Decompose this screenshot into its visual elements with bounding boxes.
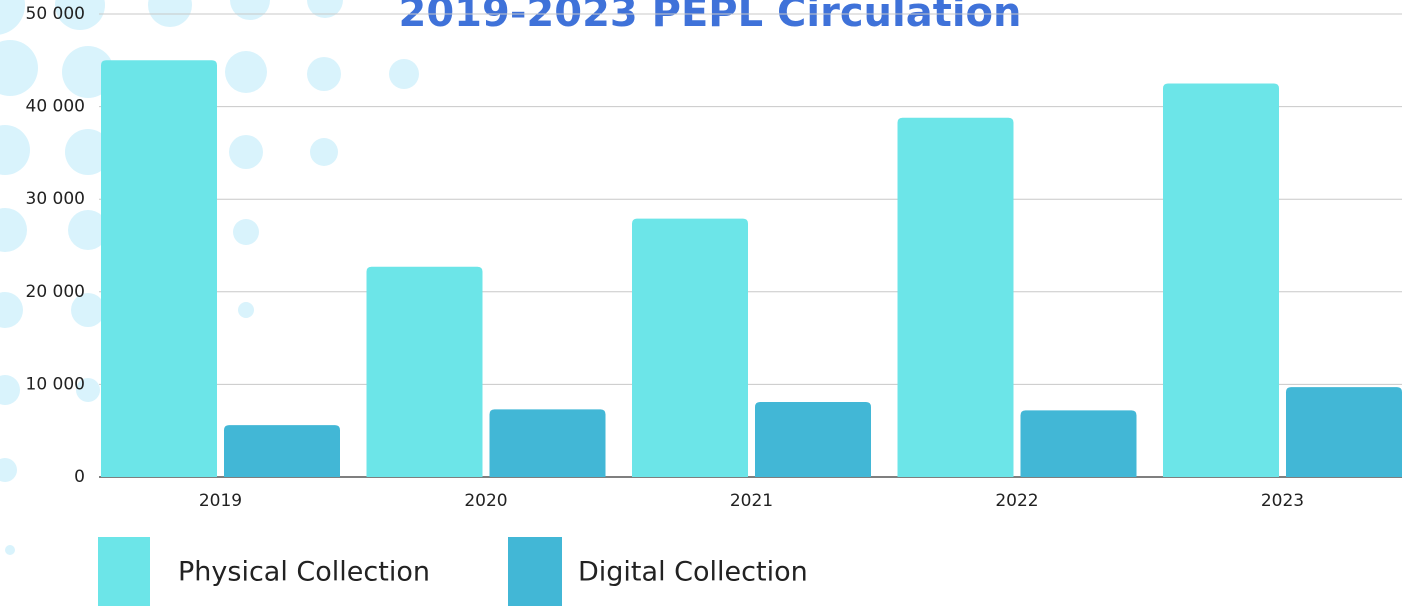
y-tick-label: 10 000 — [26, 374, 85, 394]
x-tick-label: 2021 — [730, 491, 773, 511]
y-tick-label: 0 — [74, 467, 85, 487]
bar — [755, 402, 871, 477]
bar — [1286, 387, 1402, 477]
y-tick-label: 40 000 — [26, 97, 85, 117]
bar — [101, 60, 217, 477]
y-tick-label: 50 000 — [26, 4, 85, 24]
x-tick-label: 2022 — [995, 491, 1038, 511]
bar — [1163, 83, 1279, 477]
legend-swatch — [98, 537, 150, 606]
x-tick-label: 2023 — [1261, 491, 1304, 511]
bar — [367, 267, 483, 477]
legend-label: Physical Collection — [178, 557, 430, 588]
chart-title: 2019-2023 PEPL Circulation — [398, 0, 1021, 36]
bar — [490, 409, 606, 477]
y-tick-label: 30 000 — [26, 189, 85, 209]
bar — [1021, 410, 1137, 477]
bar — [898, 118, 1014, 477]
legend-label: Digital Collection — [578, 557, 808, 588]
bar — [224, 425, 340, 477]
x-tick-label: 2019 — [199, 491, 242, 511]
bar — [632, 219, 748, 477]
x-tick-label: 2020 — [464, 491, 507, 511]
y-tick-label: 20 000 — [26, 282, 85, 302]
legend-swatch — [508, 537, 562, 606]
chart: 2019-2023 PEPL Circulation 0 10 000 20 000… — [0, 0, 1406, 608]
